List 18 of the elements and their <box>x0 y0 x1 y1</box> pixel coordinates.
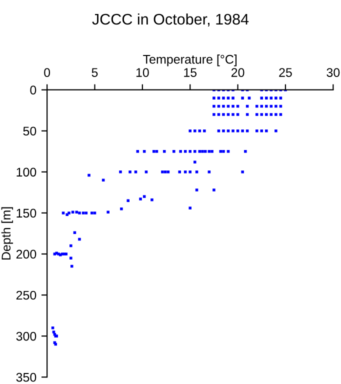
y-tick-label: 0 <box>30 86 36 95</box>
y-axis-title: Depth [m] <box>1 207 14 260</box>
y-tick-label: 50 <box>23 126 36 136</box>
y-tick-label: 100 <box>16 168 36 177</box>
chart-title: JCCC in October, 1984 <box>92 13 249 26</box>
x-axis-title: Temperature [°C] <box>143 54 237 66</box>
x-tick-label: 5 <box>92 68 98 77</box>
x-tick-label: 25 <box>279 68 292 77</box>
x-tick-label: 30 <box>326 68 340 77</box>
x-tick-label: 10 <box>136 68 149 77</box>
x-tick-label: 0 <box>44 68 50 77</box>
y-tick-label: 300 <box>16 332 36 341</box>
y-tick-label: 350 <box>16 372 36 382</box>
x-tick-label: 20 <box>231 68 244 77</box>
y-tick-label: 150 <box>16 208 36 218</box>
y-tick-label: 200 <box>16 250 36 259</box>
y-tick-label: 250 <box>16 290 36 300</box>
x-tick-label: 15 <box>184 68 197 77</box>
